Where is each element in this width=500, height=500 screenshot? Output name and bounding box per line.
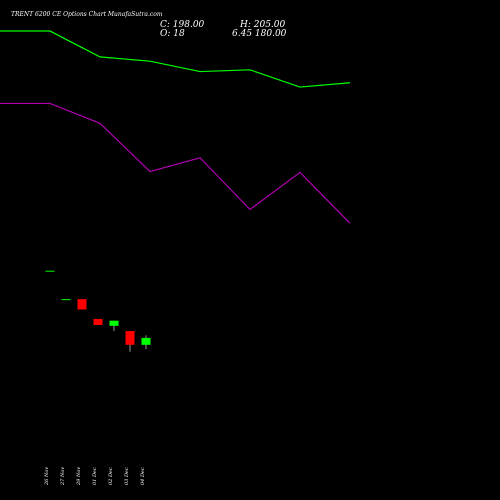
series-line-1 <box>0 30 351 88</box>
candle-body-4 <box>93 318 103 325</box>
x-tick-label: 03 Dec <box>124 467 130 485</box>
candle-body-7 <box>141 337 151 345</box>
chart-title: TRENT 6200 CE Options Chart MunafaSutra.… <box>11 11 163 18</box>
candle-body-5 <box>109 320 119 326</box>
open-value: O: 18 <box>160 29 185 39</box>
x-tick-label: 29 Nov <box>76 467 82 486</box>
candle-body-3 <box>77 299 87 310</box>
candle-body-2 <box>61 299 71 301</box>
x-tick-label: 02 Dec <box>108 467 114 485</box>
x-tick-label: 01 Dec <box>92 467 98 485</box>
high-value: H: 205.00 <box>240 20 286 30</box>
series-line-2 <box>0 102 351 224</box>
x-tick-label: 04 Dec <box>140 467 146 485</box>
candle-body-6 <box>125 331 135 345</box>
candle-body-1 <box>45 270 55 272</box>
x-tick-label: 27 Nov <box>60 467 66 486</box>
low-value: 6.45 180.00 <box>232 29 287 39</box>
x-tick-label: 26 Nov <box>44 467 50 486</box>
close-value: C: 198.00 <box>160 20 205 30</box>
